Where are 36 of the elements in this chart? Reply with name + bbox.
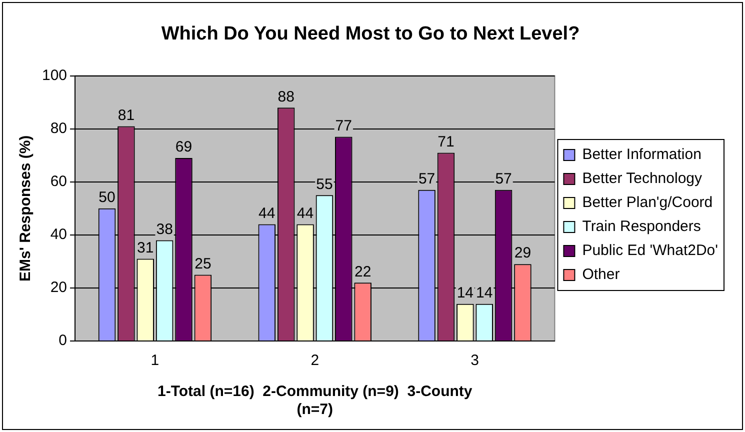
data-label: 71 [438,133,454,150]
legend-label: Better Technology [582,170,703,188]
chart-title: Which Do You Need Most to Go to Next Level? [161,24,580,45]
data-label: 14 [456,284,474,302]
data-label: 29 [514,244,532,262]
data-label: 88 [278,88,294,106]
legend-label: Train Responders [582,218,701,236]
data-label: 38 [156,220,173,238]
x-tick-label: 2 [310,352,320,370]
data-label: 44 [296,204,314,222]
data-label: 57 [418,170,436,188]
data-label: 57 [495,170,512,188]
y-tick-label: 100 [42,66,68,84]
data-label: 25 [194,255,212,272]
data-label: 44 [258,204,276,222]
legend-label: Better Plan'g/Coord [582,194,713,212]
y-tick-label: 20 [50,279,68,296]
data-label: 22 [354,263,372,280]
legend-label: Public Ed 'What2Do' [582,242,718,260]
y-axis-title: EMs' Responses (%) [17,135,34,282]
x-tick-label: 1 [150,352,160,370]
legend-label: Other [582,266,620,284]
x-tick-label: 3 [470,352,479,370]
y-tick-label: 60 [50,173,68,190]
data-label: 31 [137,239,154,256]
data-label: 50 [98,189,116,206]
data-label: 55 [316,176,333,193]
y-tick-label: 80 [50,120,68,137]
y-tick-label: 40 [50,226,68,244]
data-label: 14 [476,284,493,302]
data-label: 77 [335,117,352,134]
x-axis-title: 1-Total (n=16) 2-Community (n=9) 3-County (n=7) [157,383,473,418]
legend-label: Better Information [582,146,702,164]
y-tick-label: 0 [58,332,68,350]
data-label: 69 [175,138,192,156]
data-label: 81 [118,106,135,124]
